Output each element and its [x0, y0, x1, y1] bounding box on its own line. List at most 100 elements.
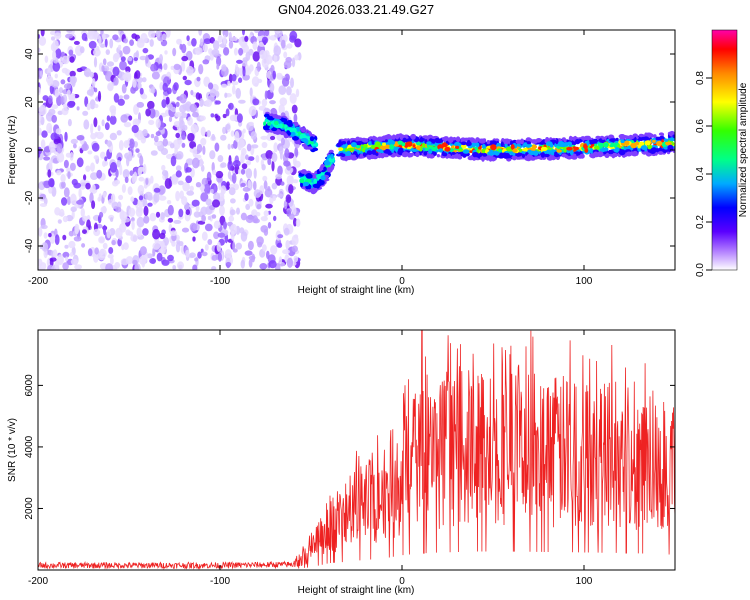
signal-blob — [330, 164, 335, 170]
noise-blob — [69, 162, 76, 171]
noise-blob — [69, 56, 75, 63]
noise-blob — [126, 139, 130, 146]
noise-blob — [217, 252, 222, 262]
noise-blob — [136, 101, 145, 108]
noise-blob — [251, 253, 256, 263]
noise-blob — [149, 108, 156, 119]
signal-blob — [455, 145, 460, 149]
noise-blob — [195, 205, 200, 212]
noise-blob — [292, 155, 297, 167]
noise-blob — [283, 51, 288, 59]
noise-blob — [137, 82, 142, 89]
signal-blob — [286, 130, 290, 135]
noise-blob — [76, 106, 80, 111]
noise-blob — [165, 96, 170, 105]
noise-blob — [253, 168, 257, 179]
noise-blob — [168, 116, 173, 123]
noise-blob — [264, 30, 270, 37]
noise-blob — [214, 100, 221, 105]
signal-blob — [344, 157, 348, 161]
noise-blob — [89, 99, 96, 110]
noise-blob — [116, 130, 122, 136]
noise-blob — [70, 258, 79, 265]
noise-blob — [101, 119, 105, 127]
signal-blob — [407, 153, 414, 158]
noise-blob — [169, 143, 175, 149]
noise-blob — [281, 39, 286, 49]
signal-blob — [350, 156, 357, 160]
noise-blob — [58, 87, 64, 94]
signal-blob — [438, 148, 444, 153]
noise-blob — [175, 165, 182, 172]
noise-blob — [119, 60, 127, 71]
noise-blob — [231, 173, 237, 184]
signal-blob — [647, 144, 653, 150]
noise-blob — [240, 182, 246, 187]
noise-blob — [110, 217, 114, 222]
noise-blob — [196, 76, 201, 82]
noise-blob — [185, 167, 192, 173]
signal-blob — [448, 137, 454, 143]
noise-blob — [222, 113, 227, 119]
noise-blob — [253, 180, 257, 191]
noise-blob — [242, 186, 251, 192]
noise-blob — [213, 192, 221, 202]
noise-blob — [121, 83, 127, 94]
noise-blob — [131, 173, 136, 184]
noise-blob — [99, 237, 105, 243]
noise-blob — [142, 47, 149, 54]
noise-blob — [51, 186, 57, 197]
signal-blob — [326, 167, 331, 173]
noise-blob — [60, 95, 64, 105]
noise-blob — [236, 207, 240, 215]
signal-blob — [412, 144, 416, 148]
signal-blob — [388, 139, 396, 146]
noise-blob — [240, 152, 245, 164]
noise-blob — [147, 100, 155, 110]
noise-blob — [184, 79, 192, 86]
noise-blob — [199, 98, 204, 107]
signal-blob — [638, 136, 645, 141]
noise-blob — [254, 30, 259, 34]
noise-blob — [230, 198, 236, 204]
noise-blob — [158, 248, 166, 255]
noise-blob — [39, 70, 43, 78]
noise-blob — [244, 67, 252, 76]
chart-title: GN04.2026.033.21.49.G27 — [278, 2, 434, 17]
noise-blob — [182, 124, 188, 131]
noise-blob — [241, 42, 248, 48]
noise-blob — [142, 77, 147, 83]
noise-blob — [286, 86, 292, 96]
noise-blob — [201, 231, 208, 241]
noise-blob — [264, 50, 270, 59]
noise-blob — [203, 38, 212, 45]
noise-blob — [198, 63, 204, 75]
noise-blob — [115, 206, 122, 213]
noise-blob — [55, 48, 62, 59]
noise-blob — [238, 99, 246, 104]
noise-blob — [90, 123, 94, 135]
signal-blob — [457, 154, 461, 157]
signal-blob — [410, 134, 416, 140]
noise-blob — [260, 135, 268, 140]
signal-blob — [603, 142, 609, 148]
noise-blob — [117, 44, 122, 50]
noise-blob — [122, 45, 131, 55]
noise-blob — [81, 143, 89, 151]
noise-blob — [271, 182, 278, 190]
colorbar-tick-label: 0.4 — [695, 167, 706, 181]
noise-blob — [268, 260, 277, 269]
spectrogram-ytick-label: 40 — [24, 48, 35, 60]
noise-blob — [283, 227, 290, 236]
signal-blob — [638, 141, 645, 147]
signal-blob — [300, 133, 306, 138]
signal-blob — [454, 141, 461, 147]
spectrogram-ytick-label: 20 — [24, 96, 35, 108]
noise-blob — [39, 244, 43, 250]
noise-blob — [103, 224, 107, 236]
signal-blob — [395, 134, 400, 140]
noise-blob — [207, 215, 211, 221]
noise-blob — [51, 36, 55, 41]
noise-blob — [186, 65, 194, 76]
